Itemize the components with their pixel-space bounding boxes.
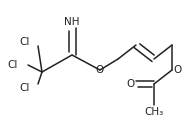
Text: Cl: Cl bbox=[8, 60, 18, 70]
Text: O: O bbox=[173, 65, 181, 75]
Text: CH₃: CH₃ bbox=[144, 107, 164, 117]
Text: O: O bbox=[96, 65, 104, 75]
Text: Cl: Cl bbox=[20, 37, 30, 47]
Text: O: O bbox=[127, 79, 135, 89]
Text: NH: NH bbox=[64, 17, 80, 27]
Text: Cl: Cl bbox=[20, 83, 30, 93]
